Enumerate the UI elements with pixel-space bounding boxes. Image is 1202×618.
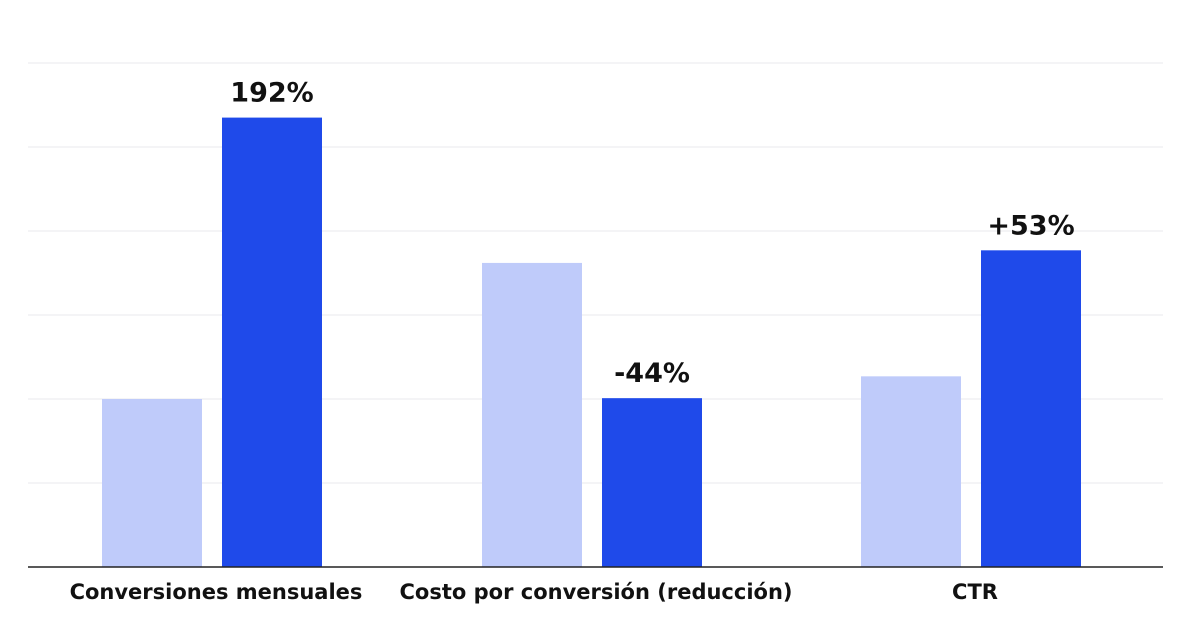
bars	[102, 117, 1081, 567]
data-label: 192%	[230, 78, 313, 109]
data-labels: 192% -44% +53%	[230, 78, 1074, 390]
category-label: CTR	[952, 580, 998, 604]
category-label: Costo por conversión (reducción)	[400, 580, 793, 604]
bar	[981, 250, 1081, 567]
category-labels: Conversiones mensuales Costo por conversi…	[70, 580, 998, 604]
bar	[222, 117, 322, 567]
bar	[602, 398, 702, 567]
bar	[482, 262, 582, 567]
data-label: -44%	[614, 358, 690, 389]
bar	[861, 376, 961, 567]
bar	[102, 399, 202, 567]
category-label: Conversiones mensuales	[70, 580, 363, 604]
data-label: +53%	[987, 210, 1074, 241]
gridlines	[28, 62, 1163, 484]
